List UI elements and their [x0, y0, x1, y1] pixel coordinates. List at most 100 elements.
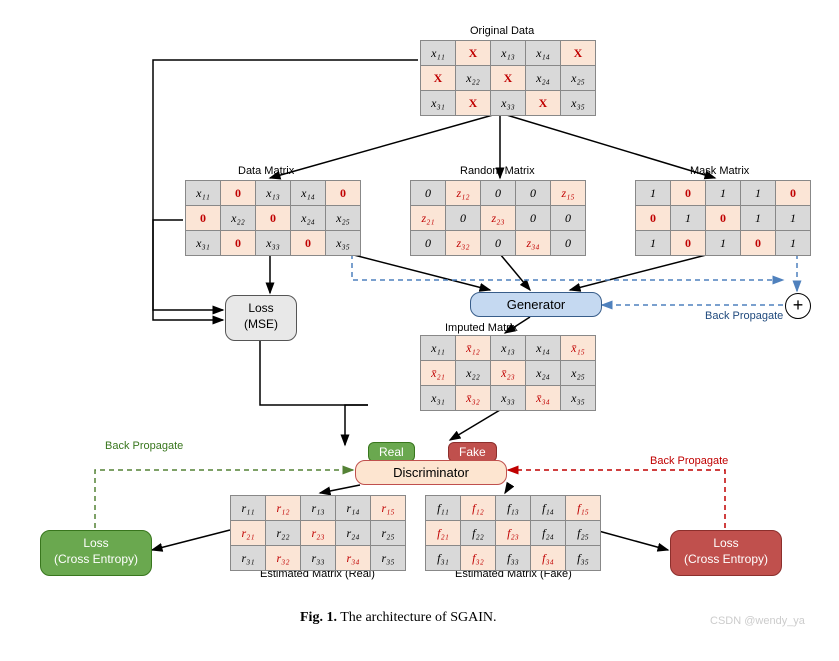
matrix-cell: f₂₂ [461, 521, 496, 546]
matrix-cell: 0 [446, 206, 481, 231]
matrix-cell: r₁₄ [336, 496, 371, 521]
matrix-cell: f₃₅ [566, 546, 601, 571]
est_real-matrix: r₁₁r₁₂r₁₃r₁₄r₁₅r₂₁r₂₂r₂₃r₂₄r₂₅r₃₁r₃₂r₃₃r… [230, 495, 406, 571]
loss-green-l1: Loss [83, 536, 108, 550]
matrix-cell: 0 [551, 231, 586, 256]
matrix-cell: x₁₄ [291, 181, 326, 206]
matrix-cell: x₂₅ [561, 361, 596, 386]
matrix-cell: x̄₃₂ [456, 386, 491, 411]
caption-rest: The architecture of SGAIN. [337, 610, 497, 625]
matrix-cell: 0 [221, 231, 256, 256]
matrix-cell: f₂₃ [496, 521, 531, 546]
matrix-cell: 0 [516, 206, 551, 231]
matrix-cell: r₂₂ [266, 521, 301, 546]
matrix-cell: x₃₁ [186, 231, 221, 256]
matrix-cell: r₃₁ [231, 546, 266, 571]
matrix-cell: x₂₂ [456, 361, 491, 386]
matrix-cell: r₃₃ [301, 546, 336, 571]
matrix-cell: f₁₃ [496, 496, 531, 521]
label-random: Random Matrix [460, 165, 535, 177]
original-matrix: x₁₁Xx₁₃x₁₄XXx₂₂Xx₂₄x₂₅x₃₁Xx₃₃Xx₃₅ [420, 40, 596, 116]
fake-pill: Fake [448, 442, 497, 462]
matrix-cell: r₂₄ [336, 521, 371, 546]
matrix-cell: x₃₃ [491, 386, 526, 411]
matrix-cell: r₁₂ [266, 496, 301, 521]
matrix-cell: 1 [636, 231, 671, 256]
matrix-cell: f₂₅ [566, 521, 601, 546]
matrix-cell: 1 [741, 206, 776, 231]
matrix-cell: X [421, 66, 456, 91]
matrix-cell: x₁₁ [421, 41, 456, 66]
matrix-cell: f₃₂ [461, 546, 496, 571]
matrix-cell: x₃₅ [561, 91, 596, 116]
matrix-cell: z₂₁ [411, 206, 446, 231]
loss-green-l2: (Cross Entropy) [54, 552, 138, 566]
label-mask: Mask Matrix [690, 165, 749, 177]
matrix-cell: x̄₃₄ [526, 386, 561, 411]
matrix-cell: r₂₅ [371, 521, 406, 546]
matrix-cell: 0 [411, 231, 446, 256]
caption-bold: Fig. 1. [300, 610, 337, 625]
matrix-cell: 0 [671, 181, 706, 206]
loss-red-box: Loss (Cross Entropy) [670, 530, 782, 576]
matrix-cell: f₃₁ [426, 546, 461, 571]
matrix-cell: 0 [776, 181, 811, 206]
matrix-cell: X [456, 91, 491, 116]
matrix-cell: 1 [776, 206, 811, 231]
matrix-cell: x₂₂ [456, 66, 491, 91]
matrix-cell: 0 [551, 206, 586, 231]
discriminator-box: Discriminator [355, 460, 507, 485]
matrix-cell: 0 [411, 181, 446, 206]
bp-blue-label: Back Propagate [705, 310, 783, 322]
matrix-cell: 0 [516, 181, 551, 206]
matrix-cell: z₂₃ [481, 206, 516, 231]
bp-red-label: Back Propagate [650, 455, 728, 467]
matrix-cell: z₃₄ [516, 231, 551, 256]
matrix-cell: 1 [741, 181, 776, 206]
matrix-cell: r₂₃ [301, 521, 336, 546]
matrix-cell: r₂₁ [231, 521, 266, 546]
matrix-cell: x₂₅ [561, 66, 596, 91]
matrix-cell: f₃₃ [496, 546, 531, 571]
matrix-cell: f₁₄ [531, 496, 566, 521]
matrix-cell: X [456, 41, 491, 66]
matrix-cell: f₁₁ [426, 496, 461, 521]
matrix-cell: 1 [636, 181, 671, 206]
matrix-cell: x₂₄ [291, 206, 326, 231]
random-matrix: 0z₁₂00z₁₅z₂₁0z₂₃000z₃₂0z₃₄0 [410, 180, 586, 256]
matrix-cell: x₂₄ [526, 361, 561, 386]
matrix-cell: r₁₃ [301, 496, 336, 521]
matrix-cell: f₂₄ [531, 521, 566, 546]
matrix-cell: x₂₄ [526, 66, 561, 91]
mask-matrix: 101100101110101 [635, 180, 811, 256]
matrix-cell: f₁₂ [461, 496, 496, 521]
matrix-cell: x̄₁₅ [561, 336, 596, 361]
label-data: Data Matrix [238, 165, 294, 177]
matrix-cell: 1 [776, 231, 811, 256]
figure-caption: Fig. 1. The architecture of SGAIN. [300, 610, 496, 626]
matrix-cell: x₃₁ [421, 386, 456, 411]
matrix-cell: r₃₂ [266, 546, 301, 571]
matrix-cell: r₃₄ [336, 546, 371, 571]
matrix-cell: 0 [326, 181, 361, 206]
matrix-cell: 0 [636, 206, 671, 231]
matrix-cell: 1 [706, 181, 741, 206]
watermark: CSDN @wendy_ya [710, 615, 805, 627]
matrix-cell: z₃₂ [446, 231, 481, 256]
matrix-cell: 0 [741, 231, 776, 256]
matrix-cell: f₃₄ [531, 546, 566, 571]
matrix-cell: 1 [706, 231, 741, 256]
data-matrix: x₁₁0x₁₃x₁₄00x₂₂0x₂₄x₂₅x₃₁0x₃₃0x₃₅ [185, 180, 361, 256]
matrix-cell: x̄₂₃ [491, 361, 526, 386]
matrix-cell: 0 [186, 206, 221, 231]
matrix-cell: r₃₅ [371, 546, 406, 571]
matrix-cell: x₂₂ [221, 206, 256, 231]
matrix-cell: 0 [291, 231, 326, 256]
matrix-cell: x₁₃ [491, 336, 526, 361]
matrix-cell: f₂₁ [426, 521, 461, 546]
matrix-cell: x₁₃ [256, 181, 291, 206]
real-pill: Real [368, 442, 415, 462]
matrix-cell: x₃₃ [491, 91, 526, 116]
matrix-cell: x₃₅ [326, 231, 361, 256]
loss-mse-box: Loss (MSE) [225, 295, 297, 341]
